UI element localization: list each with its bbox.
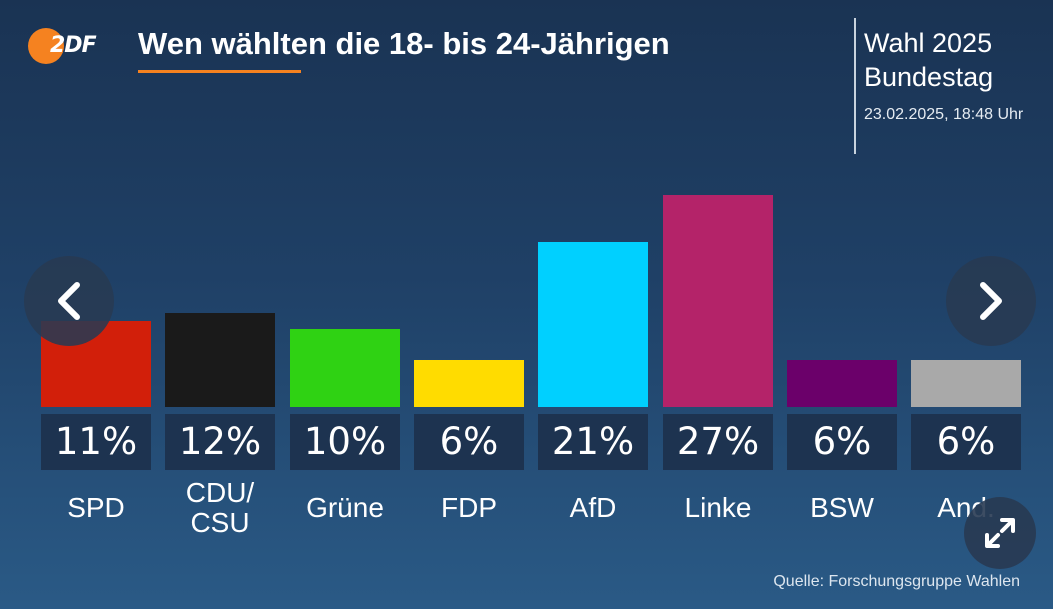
bar xyxy=(414,359,524,407)
bar xyxy=(290,328,400,407)
bar xyxy=(538,242,648,407)
value-label: 6% xyxy=(414,414,524,470)
value-label: 6% xyxy=(787,414,897,470)
category-label: AfD xyxy=(569,492,617,523)
election-type: Bundestag xyxy=(864,62,994,92)
category-label: BSW xyxy=(810,492,874,523)
bar xyxy=(663,195,773,407)
chart-title: Wen wählten die 18- bis 24-Jährigen xyxy=(138,26,670,61)
category-label: CDU/CSU xyxy=(185,477,255,538)
value-label: 27% xyxy=(663,414,773,470)
bar xyxy=(911,359,1021,407)
value-label: 11% xyxy=(41,414,151,470)
expand-button[interactable] xyxy=(964,497,1036,569)
next-button[interactable] xyxy=(946,256,1036,346)
timestamp: 23.02.2025, 18:48 Uhr xyxy=(864,106,1024,123)
bar xyxy=(165,312,275,407)
zdf-logo-circle xyxy=(28,28,64,64)
value-label: 12% xyxy=(165,414,275,470)
value-label: 21% xyxy=(538,414,648,470)
prev-button[interactable] xyxy=(24,256,114,346)
expand-icon xyxy=(985,518,1015,548)
category-label: SPD xyxy=(67,492,125,523)
chevron-right-icon xyxy=(980,282,1002,320)
category-label: FDP xyxy=(441,492,497,523)
chevron-left-icon xyxy=(58,282,80,320)
category-label: Grüne xyxy=(306,492,384,523)
header-divider xyxy=(854,18,856,154)
category-label: Linke xyxy=(684,492,752,523)
bar xyxy=(787,359,897,407)
election-year: Wahl 2025 xyxy=(864,28,993,58)
title-underline xyxy=(138,70,301,73)
election-label: Wahl 2025 Bundestag xyxy=(864,26,993,94)
value-label: 6% xyxy=(911,414,1021,470)
zdf-logo: 2DF xyxy=(28,28,102,64)
value-label: 10% xyxy=(290,414,400,470)
zdf-logo-text: 2DF xyxy=(50,33,97,58)
source-note: Quelle: Forschungsgruppe Wahlen xyxy=(773,573,1020,590)
